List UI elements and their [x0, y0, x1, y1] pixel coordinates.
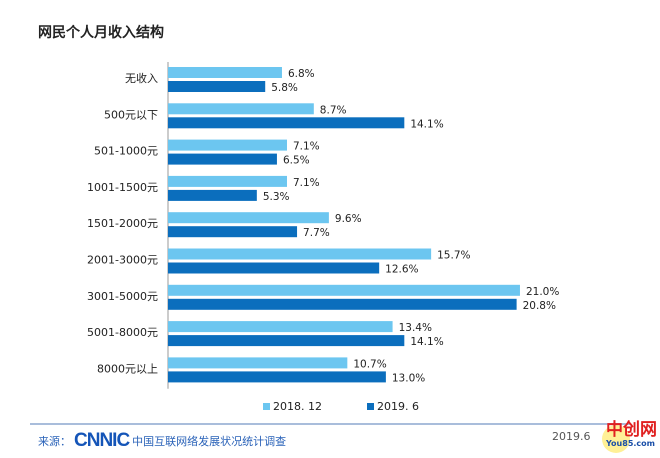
bar-2019: [168, 117, 405, 129]
legend-label-2019: 2019. 6: [377, 400, 419, 413]
data-label: 7.7%: [303, 227, 330, 239]
category-label: 1001-1500元: [87, 181, 158, 194]
category-label: 3001-5000元: [87, 290, 158, 303]
bar-2018: [168, 284, 520, 296]
footer-divider: [30, 423, 630, 425]
footer-date: 2019.6: [552, 430, 591, 443]
legend-swatch-2018: [263, 403, 270, 410]
category-label: 2001-3000元: [87, 254, 158, 267]
bar-chart: 无收入 6.8% 5.8% 500元以下 8.7% 14.1% 501-1000元 7.1% 6…: [87, 62, 559, 389]
data-label: 15.7%: [437, 250, 470, 262]
bar-2019: [168, 371, 386, 383]
data-label: 6.8%: [288, 68, 315, 80]
data-label: 7.1%: [293, 141, 320, 153]
legend-item-2018: 2018. 12: [263, 400, 322, 413]
legend-swatch-2019: [367, 403, 374, 410]
bar-2019: [168, 262, 380, 274]
watermark-en: You85.com: [606, 439, 655, 448]
data-label: 20.8%: [523, 300, 556, 312]
bar-2018: [168, 321, 393, 333]
chart-title: 网民个人月收入结构: [38, 25, 164, 41]
source-label: 来源：: [38, 435, 71, 448]
data-label: 10.7%: [353, 358, 386, 370]
bar-2018: [168, 248, 432, 260]
source-text: 中国互联网络发展状况统计调查: [132, 435, 287, 448]
bar-2019: [168, 81, 266, 92]
data-label: 8.7%: [320, 104, 347, 116]
data-label: 14.1%: [410, 336, 443, 348]
bar-2019: [168, 335, 405, 347]
bar-2019: [168, 189, 257, 201]
watermark-logo: 中创网 You85.com: [602, 415, 660, 457]
category-label: 501-1000元: [94, 145, 158, 158]
data-label: 21.0%: [526, 286, 559, 298]
watermark-cn: 中创网: [606, 420, 657, 440]
footer-source: 来源： CNNIC 中国互联网络发展状况统计调查: [38, 430, 286, 452]
data-label: 6.5%: [283, 155, 310, 167]
bar-2019: [168, 226, 298, 238]
data-label: 12.6%: [385, 264, 418, 276]
bar-2019: [168, 298, 517, 310]
bar-2019: [168, 153, 277, 165]
bar-2018: [168, 103, 314, 115]
category-label: 无收入: [125, 71, 158, 85]
data-label: 5.8%: [271, 82, 298, 94]
bar-2018: [168, 357, 348, 369]
cnnic-logo: CNNIC: [74, 430, 130, 451]
data-label: 7.1%: [293, 177, 320, 189]
data-label: 9.6%: [335, 213, 362, 225]
watermark-circle: [602, 425, 630, 453]
category-label: 500元以下: [104, 108, 158, 121]
bar-2018: [168, 67, 282, 78]
legend-label-2018: 2018. 12: [273, 400, 322, 413]
bar-2018: [168, 139, 287, 151]
category-label: 5001-8000元: [87, 326, 158, 339]
data-label: 5.3%: [263, 191, 290, 203]
category-label: 1501-2000元: [87, 217, 158, 230]
data-label: 13.0%: [392, 372, 425, 384]
bar-2018: [168, 212, 329, 224]
data-label: 14.1%: [410, 118, 443, 130]
data-label: 13.4%: [399, 322, 432, 334]
bar-2018: [168, 175, 287, 187]
category-label: 8000元以上: [97, 362, 158, 375]
legend-item-2019: 2019. 6: [367, 400, 419, 413]
